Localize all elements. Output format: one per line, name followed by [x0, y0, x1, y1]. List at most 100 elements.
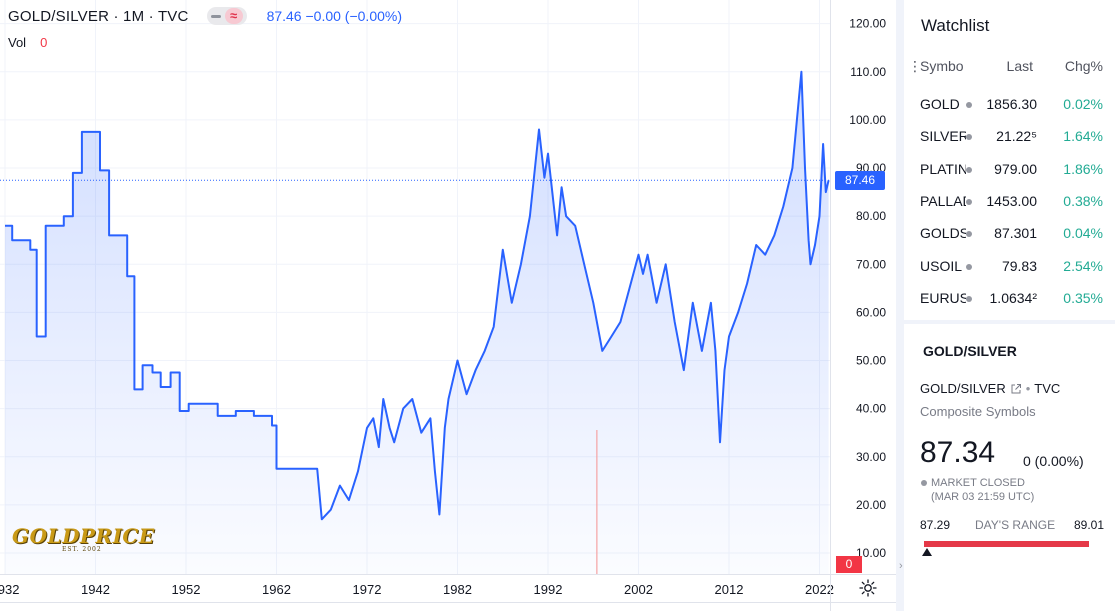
status-dot-icon — [966, 166, 972, 173]
separator-dot: • — [1025, 381, 1031, 396]
watchlist-row[interactable]: GOLDS 87.301 0.04% — [904, 217, 1115, 249]
last-quote: 87.46 −0.00 (−0.00%) — [266, 8, 402, 24]
range-label: DAY'S RANGE — [975, 518, 1056, 532]
details-symbol[interactable]: GOLD/SILVER — [920, 381, 1006, 396]
row-last: 979.00 — [994, 160, 1037, 177]
y-tick-label: 30.00 — [856, 450, 886, 464]
y-tick-label: 80.00 — [856, 209, 886, 223]
x-tick-label: 1932 — [0, 582, 19, 597]
sidebar-resize-handle[interactable] — [896, 0, 904, 611]
details-price: 87.34 — [920, 436, 996, 469]
row-symbol: USOIL — [920, 257, 963, 274]
x-tick-label: 1982 — [443, 582, 472, 597]
row-change: 0.02% — [1063, 96, 1103, 112]
range-high: 89.01 — [1073, 518, 1104, 532]
status-dot-icon — [966, 263, 972, 270]
details-change: 0 (0.00%) — [1023, 453, 1084, 469]
y-tick-label: 100.00 — [849, 113, 886, 127]
external-link-icon[interactable] — [1010, 383, 1022, 395]
x-tick-label: 2012 — [715, 582, 744, 597]
series-area — [5, 71, 829, 575]
y-tick-label: 10.00 — [856, 546, 886, 560]
drag-handle-icon[interactable]: ⋮ — [908, 58, 922, 74]
row-change: 2.54% — [1063, 257, 1103, 274]
row-symbol: GOLD — [920, 96, 960, 112]
row-symbol: SILVER — [920, 128, 966, 145]
range-low: 87.29 — [920, 518, 951, 532]
status-dot-icon — [921, 480, 927, 486]
axes: 10.00 20.00 30.00 40.00 50.00 60.00 70.00 80.00… — [0, 0, 896, 611]
indicator-pill[interactable]: ≈ — [206, 7, 247, 25]
chart-legend[interactable]: GOLD/SILVER · 1M · TVC ≈ 87.46 −0.00 (−0… — [8, 7, 402, 25]
x-tick-label: 1952 — [172, 582, 201, 597]
watchlist-row[interactable]: USOIL 79.83 2.54% — [904, 250, 1115, 282]
symbol-details: GOLD/SILVER GOLD/SILVER • TVC Composite … — [904, 324, 1115, 611]
volume-legend[interactable]: Vol 0 — [8, 35, 47, 50]
price-chart[interactable]: 10.00 20.00 30.00 40.00 50.00 60.00 70.00 80.00… — [0, 0, 896, 611]
row-last: 1.0634² — [989, 289, 1037, 306]
row-change: 0.38% — [1063, 192, 1103, 209]
status-dot-icon — [966, 231, 972, 238]
watchlist-title[interactable]: Watchlist — [921, 16, 990, 35]
watchlist-row[interactable]: EURUS 1.0634² 0.35% — [904, 282, 1115, 314]
range-marker-icon — [922, 548, 932, 556]
x-tick-label: 1942 — [81, 582, 110, 597]
y-tick-label: 110.00 — [850, 65, 886, 79]
volume-badge: 0 — [836, 556, 862, 573]
row-symbol: PALLAD — [920, 192, 966, 209]
range-bar — [924, 541, 1089, 547]
details-title: GOLD/SILVER — [923, 343, 1017, 359]
status-dot-icon — [966, 134, 972, 141]
goldprice-logo: GOLDPRICE EST. 2002 — [12, 526, 162, 556]
row-last: 21.22⁵ — [996, 128, 1037, 145]
y-tick-label: 120.00 — [849, 17, 886, 31]
watchlist-widget: Watchlist ⋮ Symbo Last Chg% GOLD 1856.30 0… — [904, 0, 1115, 320]
row-change: 0.35% — [1063, 289, 1103, 306]
chart-pane[interactable]: 10.00 20.00 30.00 40.00 50.00 60.00 70.00 80.00… — [0, 0, 896, 611]
row-symbol: GOLDS — [920, 225, 966, 242]
approx-icon[interactable]: ≈ — [224, 8, 243, 24]
watchlist-header: ⋮ Symbo Last Chg% — [904, 58, 1115, 76]
row-last: 87.301 — [994, 225, 1037, 242]
gear-icon[interactable] — [858, 578, 878, 598]
status-dot-icon — [966, 295, 972, 302]
watchlist-row[interactable]: PALLAD 1453.00 0.38% — [904, 185, 1115, 217]
symbol-title[interactable]: GOLD/SILVER · 1M · TVC — [8, 7, 189, 25]
col-last[interactable]: Last — [1006, 58, 1033, 74]
row-symbol: EURUS — [920, 289, 966, 306]
series-line — [5, 70, 830, 521]
series-layer — [0, 70, 830, 575]
y-tick-label: 50.00 — [856, 354, 886, 368]
y-tick-label: 40.00 — [856, 402, 886, 416]
logo-text: GOLDPRICE — [12, 524, 155, 548]
row-change: 1.64% — [1063, 128, 1103, 145]
x-tick-label: 1972 — [353, 582, 382, 597]
row-last: 79.83 — [1001, 257, 1037, 274]
y-tick-label: 70.00 — [856, 257, 886, 271]
y-tick-label: 20.00 — [856, 498, 886, 512]
row-change: 0.04% — [1063, 225, 1103, 242]
chevron-right-icon[interactable]: › — [899, 560, 903, 572]
volume-label: Vol — [8, 35, 27, 50]
status-dot-icon — [966, 198, 972, 205]
watchlist-row[interactable]: SILVER 21.22⁵ 1.64% — [904, 120, 1115, 152]
status-text: MARKET CLOSED — [931, 477, 1025, 489]
col-change[interactable]: Chg% — [1064, 58, 1103, 74]
details-kind: Composite Symbols — [920, 404, 1036, 419]
row-last: 1453.00 — [986, 192, 1037, 209]
y-tick-label: 60.00 — [856, 305, 886, 319]
x-tick-label: 1992 — [534, 582, 563, 597]
details-symbol-line: GOLD/SILVER • TVC — [920, 381, 1060, 396]
x-tick-label: 1962 — [262, 582, 291, 597]
row-last: 1856.30 — [986, 96, 1037, 112]
x-tick-label: 2022 — [805, 582, 834, 597]
market-status: MARKET CLOSED (MAR 03 21:59 UTC) — [921, 476, 1034, 504]
col-symbol[interactable]: Symbo — [920, 58, 964, 74]
row-symbol: PLATIN — [920, 160, 966, 177]
minus-icon[interactable] — [210, 14, 221, 18]
watchlist-row[interactable]: PLATIN 979.00 1.86% — [904, 153, 1115, 185]
watchlist-row[interactable]: GOLD 1856.30 0.02% — [904, 88, 1115, 120]
x-tick-label: 2002 — [624, 582, 653, 597]
last-price-badge: 87.46 — [835, 171, 885, 190]
